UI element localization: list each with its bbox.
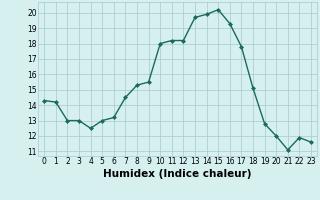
X-axis label: Humidex (Indice chaleur): Humidex (Indice chaleur) bbox=[103, 169, 252, 179]
